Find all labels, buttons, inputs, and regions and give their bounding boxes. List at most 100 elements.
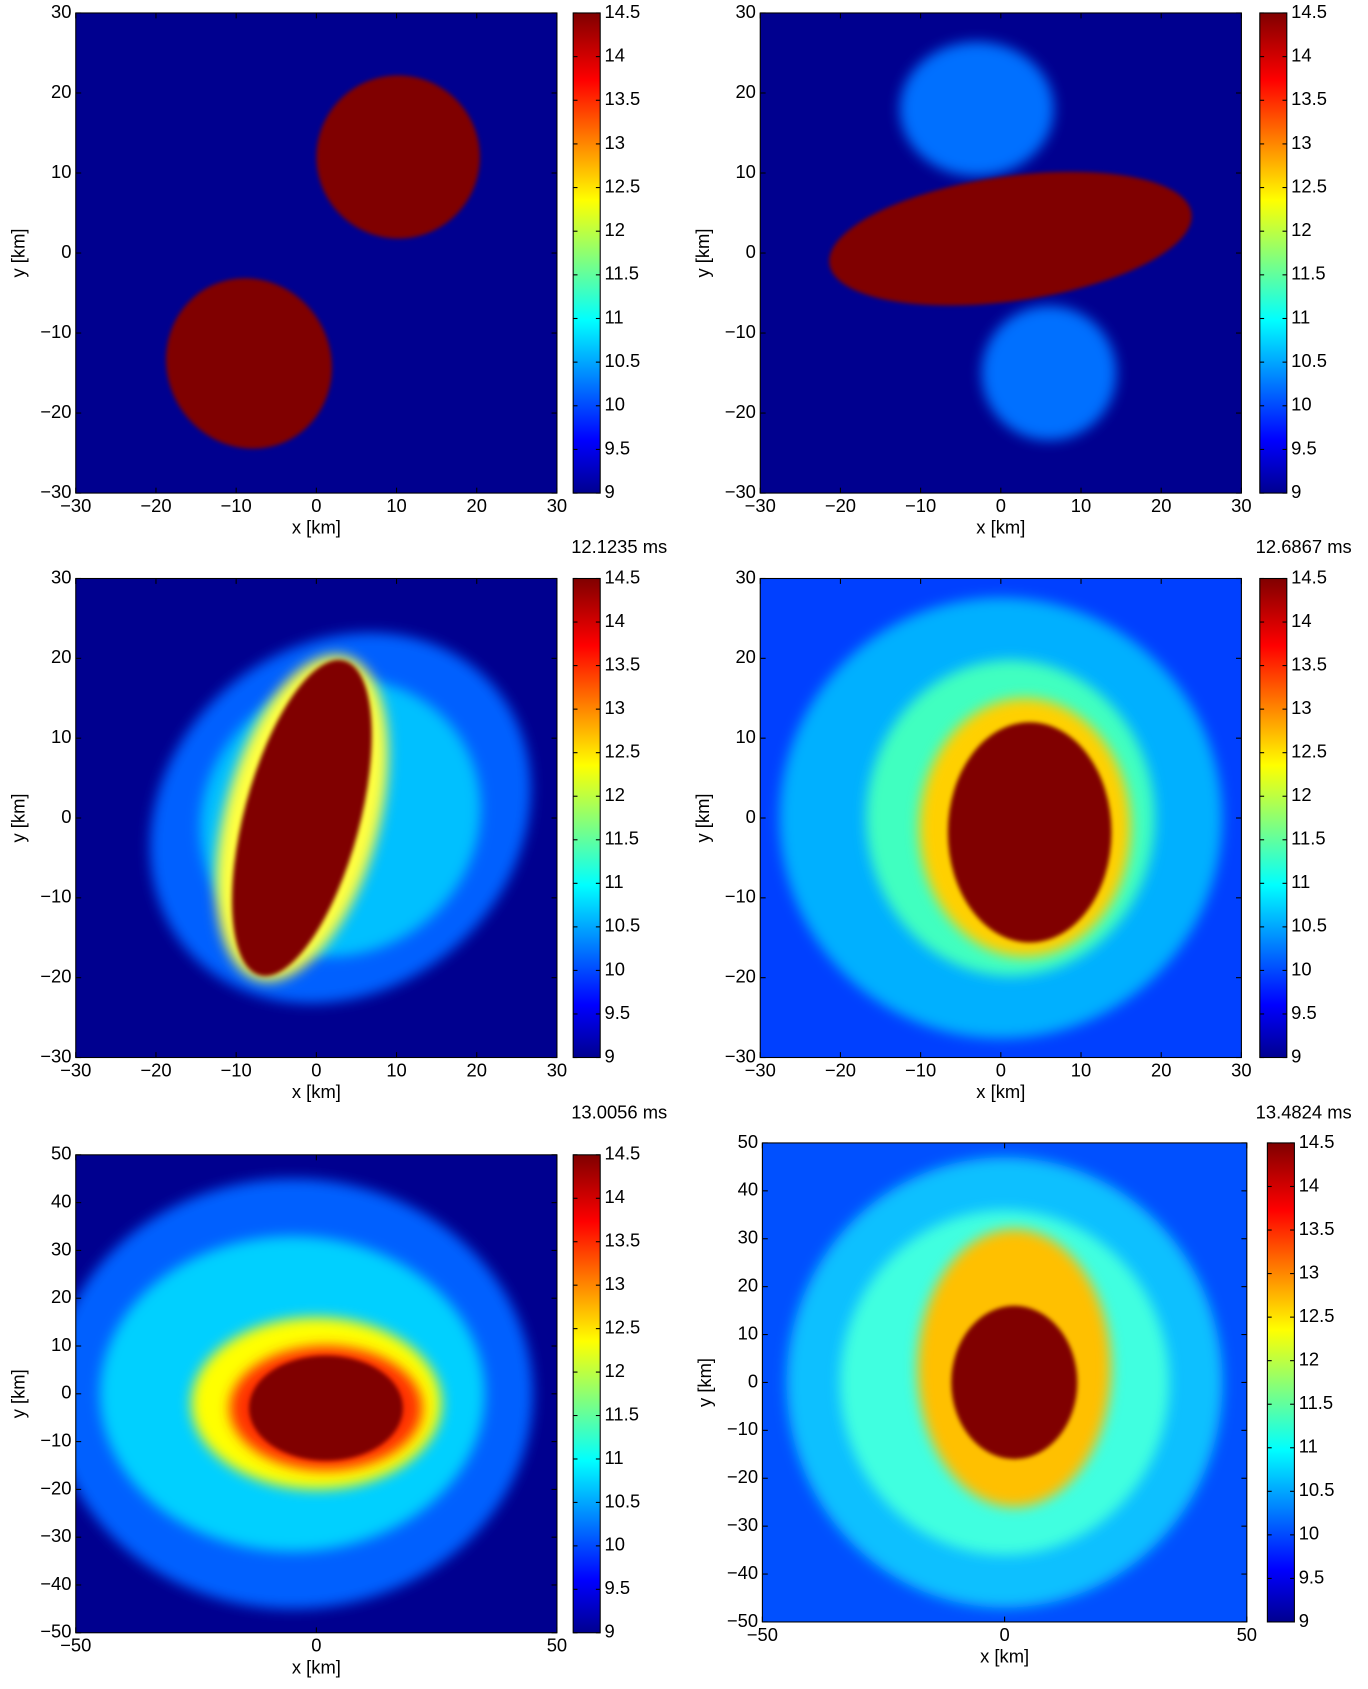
y-tick-label: −30 xyxy=(725,1045,756,1066)
density-field xyxy=(75,12,557,494)
colorbar-tick-label: 12 xyxy=(1291,219,1311,240)
x-tick-label: 10 xyxy=(1071,1059,1091,1080)
y-tick-label: 30 xyxy=(738,1227,758,1248)
y-tick-label: 0 xyxy=(746,806,756,827)
colorbar-tick-label: 12.5 xyxy=(1299,1305,1335,1326)
x-tick-label: −20 xyxy=(140,1059,171,1080)
x-tick-label: 20 xyxy=(467,495,487,516)
colorbar-tick-label: 13 xyxy=(1291,132,1311,153)
x-tick-label: 0 xyxy=(999,1624,1009,1645)
colorbar-tick-label: 10.5 xyxy=(1291,915,1327,936)
x-axis-label: x [km] xyxy=(292,1656,341,1677)
density-blob xyxy=(947,722,1112,943)
colorbar-tick-label: 11.5 xyxy=(1291,263,1325,284)
colorbar-tick-label: 10.5 xyxy=(1291,350,1327,371)
density-blob xyxy=(899,41,1054,177)
colorbar-tick-label: 13 xyxy=(1299,1261,1319,1282)
x-tick-label: 0 xyxy=(996,495,1006,516)
y-tick-label: 30 xyxy=(51,1,71,22)
colorbar-tick-label: 10 xyxy=(605,1534,625,1555)
y-tick-label: 0 xyxy=(61,1382,71,1403)
x-tick-label: 0 xyxy=(311,495,321,516)
density-field xyxy=(75,578,557,1058)
colorbar-tick-label: 11.5 xyxy=(605,828,639,849)
density-blob xyxy=(951,1305,1078,1460)
y-tick-label: 0 xyxy=(61,806,71,827)
x-tick-label: 30 xyxy=(1231,1059,1251,1080)
density-blob xyxy=(248,1355,403,1461)
density-blob xyxy=(316,75,480,239)
x-tick-label: −50 xyxy=(747,1624,778,1645)
y-tick-label: 10 xyxy=(735,726,755,747)
y-tick-label: 20 xyxy=(51,646,71,667)
y-tick-label: −30 xyxy=(727,1514,758,1535)
x-axis-label: x [km] xyxy=(292,1081,341,1102)
panel: −30 −20 −10 0 10 20 30 −30 −20 −10 0 10 20 30 x [km] y … xyxy=(692,566,1352,1122)
colorbar-tick-label: 9 xyxy=(605,1045,615,1066)
colorbar-tick-label: 11.5 xyxy=(1291,828,1325,849)
y-axis-label: y [km] xyxy=(694,1358,715,1407)
colorbar-tick-label: 9.5 xyxy=(605,1577,631,1598)
colorbar-tick-label: 12.5 xyxy=(605,1316,641,1337)
y-tick-label: −10 xyxy=(727,1418,758,1439)
colorbar-tick-label: 13.5 xyxy=(1291,88,1327,109)
colorbar-tick-label: 9 xyxy=(1291,1045,1301,1066)
colorbar-tick-label: 11.5 xyxy=(1299,1392,1333,1413)
x-tick-label: −10 xyxy=(905,1059,936,1080)
x-tick-label: 50 xyxy=(547,1635,567,1656)
y-tick-label: −20 xyxy=(727,1466,758,1487)
panel: −50 0 50 −50 −40 −30 −20 −10 0 10 20 30 40 50 x [km] y … xyxy=(694,1131,1335,1667)
x-tick-label: 30 xyxy=(547,495,567,516)
colorbar-tick-label: 12.5 xyxy=(605,175,641,196)
colorbar-tick-label: 13 xyxy=(605,132,625,153)
y-tick-label: 40 xyxy=(51,1190,71,1211)
colorbar-tick-label: 14 xyxy=(605,44,625,65)
colorbar-tick-label: 11 xyxy=(1299,1436,1318,1457)
y-tick-label: −30 xyxy=(40,481,71,502)
y-tick-label: −20 xyxy=(40,1477,71,1498)
colorbar-tick-label: 11 xyxy=(1291,871,1310,892)
y-axis-label: y [km] xyxy=(7,1369,28,1418)
y-tick-label: −30 xyxy=(725,481,756,502)
x-tick-label: 30 xyxy=(547,1059,567,1080)
density-blob xyxy=(232,659,372,977)
density-field xyxy=(75,1154,557,1633)
colorbar xyxy=(572,1154,601,1634)
panel: −30 −20 −10 0 10 20 30 −30 −20 −10 0 10 20 30 x [km] y … xyxy=(7,1,667,557)
y-tick-label: −30 xyxy=(40,1045,71,1066)
x-tick-label: −30 xyxy=(745,495,776,516)
time-annotation: 13.4824 ms xyxy=(1256,1102,1352,1123)
x-tick-label: 10 xyxy=(386,495,406,516)
y-tick-label: −20 xyxy=(725,401,756,422)
colorbar-tick-label: 14.5 xyxy=(1291,566,1327,587)
colorbar-tick-label: 12 xyxy=(605,1360,625,1381)
y-tick-label: −40 xyxy=(40,1573,71,1594)
colorbar-tick-label: 12.5 xyxy=(1291,741,1327,762)
colorbar-tick-label: 14.5 xyxy=(605,1,641,22)
y-tick-label: 40 xyxy=(738,1179,758,1200)
colorbar-tick-label: 11 xyxy=(605,1447,624,1468)
colorbar-tick-label: 10.5 xyxy=(605,915,641,936)
colorbar-tick-label: 10.5 xyxy=(605,350,641,371)
colorbar-tick-label: 10 xyxy=(605,394,625,415)
colorbar-tick-label: 9 xyxy=(605,481,615,502)
y-tick-label: −20 xyxy=(725,966,756,987)
colorbar-tick-label: 12 xyxy=(1299,1349,1319,1370)
y-tick-label: 10 xyxy=(51,1334,71,1355)
y-tick-label: −20 xyxy=(40,966,71,987)
colorbar xyxy=(572,577,601,1059)
panel: −50 0 50 −50 −40 −30 −20 −10 0 10 20 30 40 50 x [km] y … xyxy=(7,1143,641,1678)
colorbar-tick-label: 14 xyxy=(1299,1174,1319,1195)
time-annotation: 12.6867 ms xyxy=(1256,536,1352,557)
y-tick-label: −20 xyxy=(40,401,71,422)
y-tick-label: 30 xyxy=(51,566,71,587)
field-background xyxy=(75,12,557,494)
colorbar-tick-label: 9.5 xyxy=(1291,437,1317,458)
y-tick-label: −10 xyxy=(725,321,756,342)
colorbar-tick-label: 13 xyxy=(605,697,625,718)
y-tick-label: 0 xyxy=(748,1370,758,1391)
colorbar xyxy=(1259,577,1288,1059)
density-blob xyxy=(166,278,332,449)
x-tick-label: −20 xyxy=(140,495,171,516)
time-annotation: 13.0056 ms xyxy=(571,1102,667,1123)
